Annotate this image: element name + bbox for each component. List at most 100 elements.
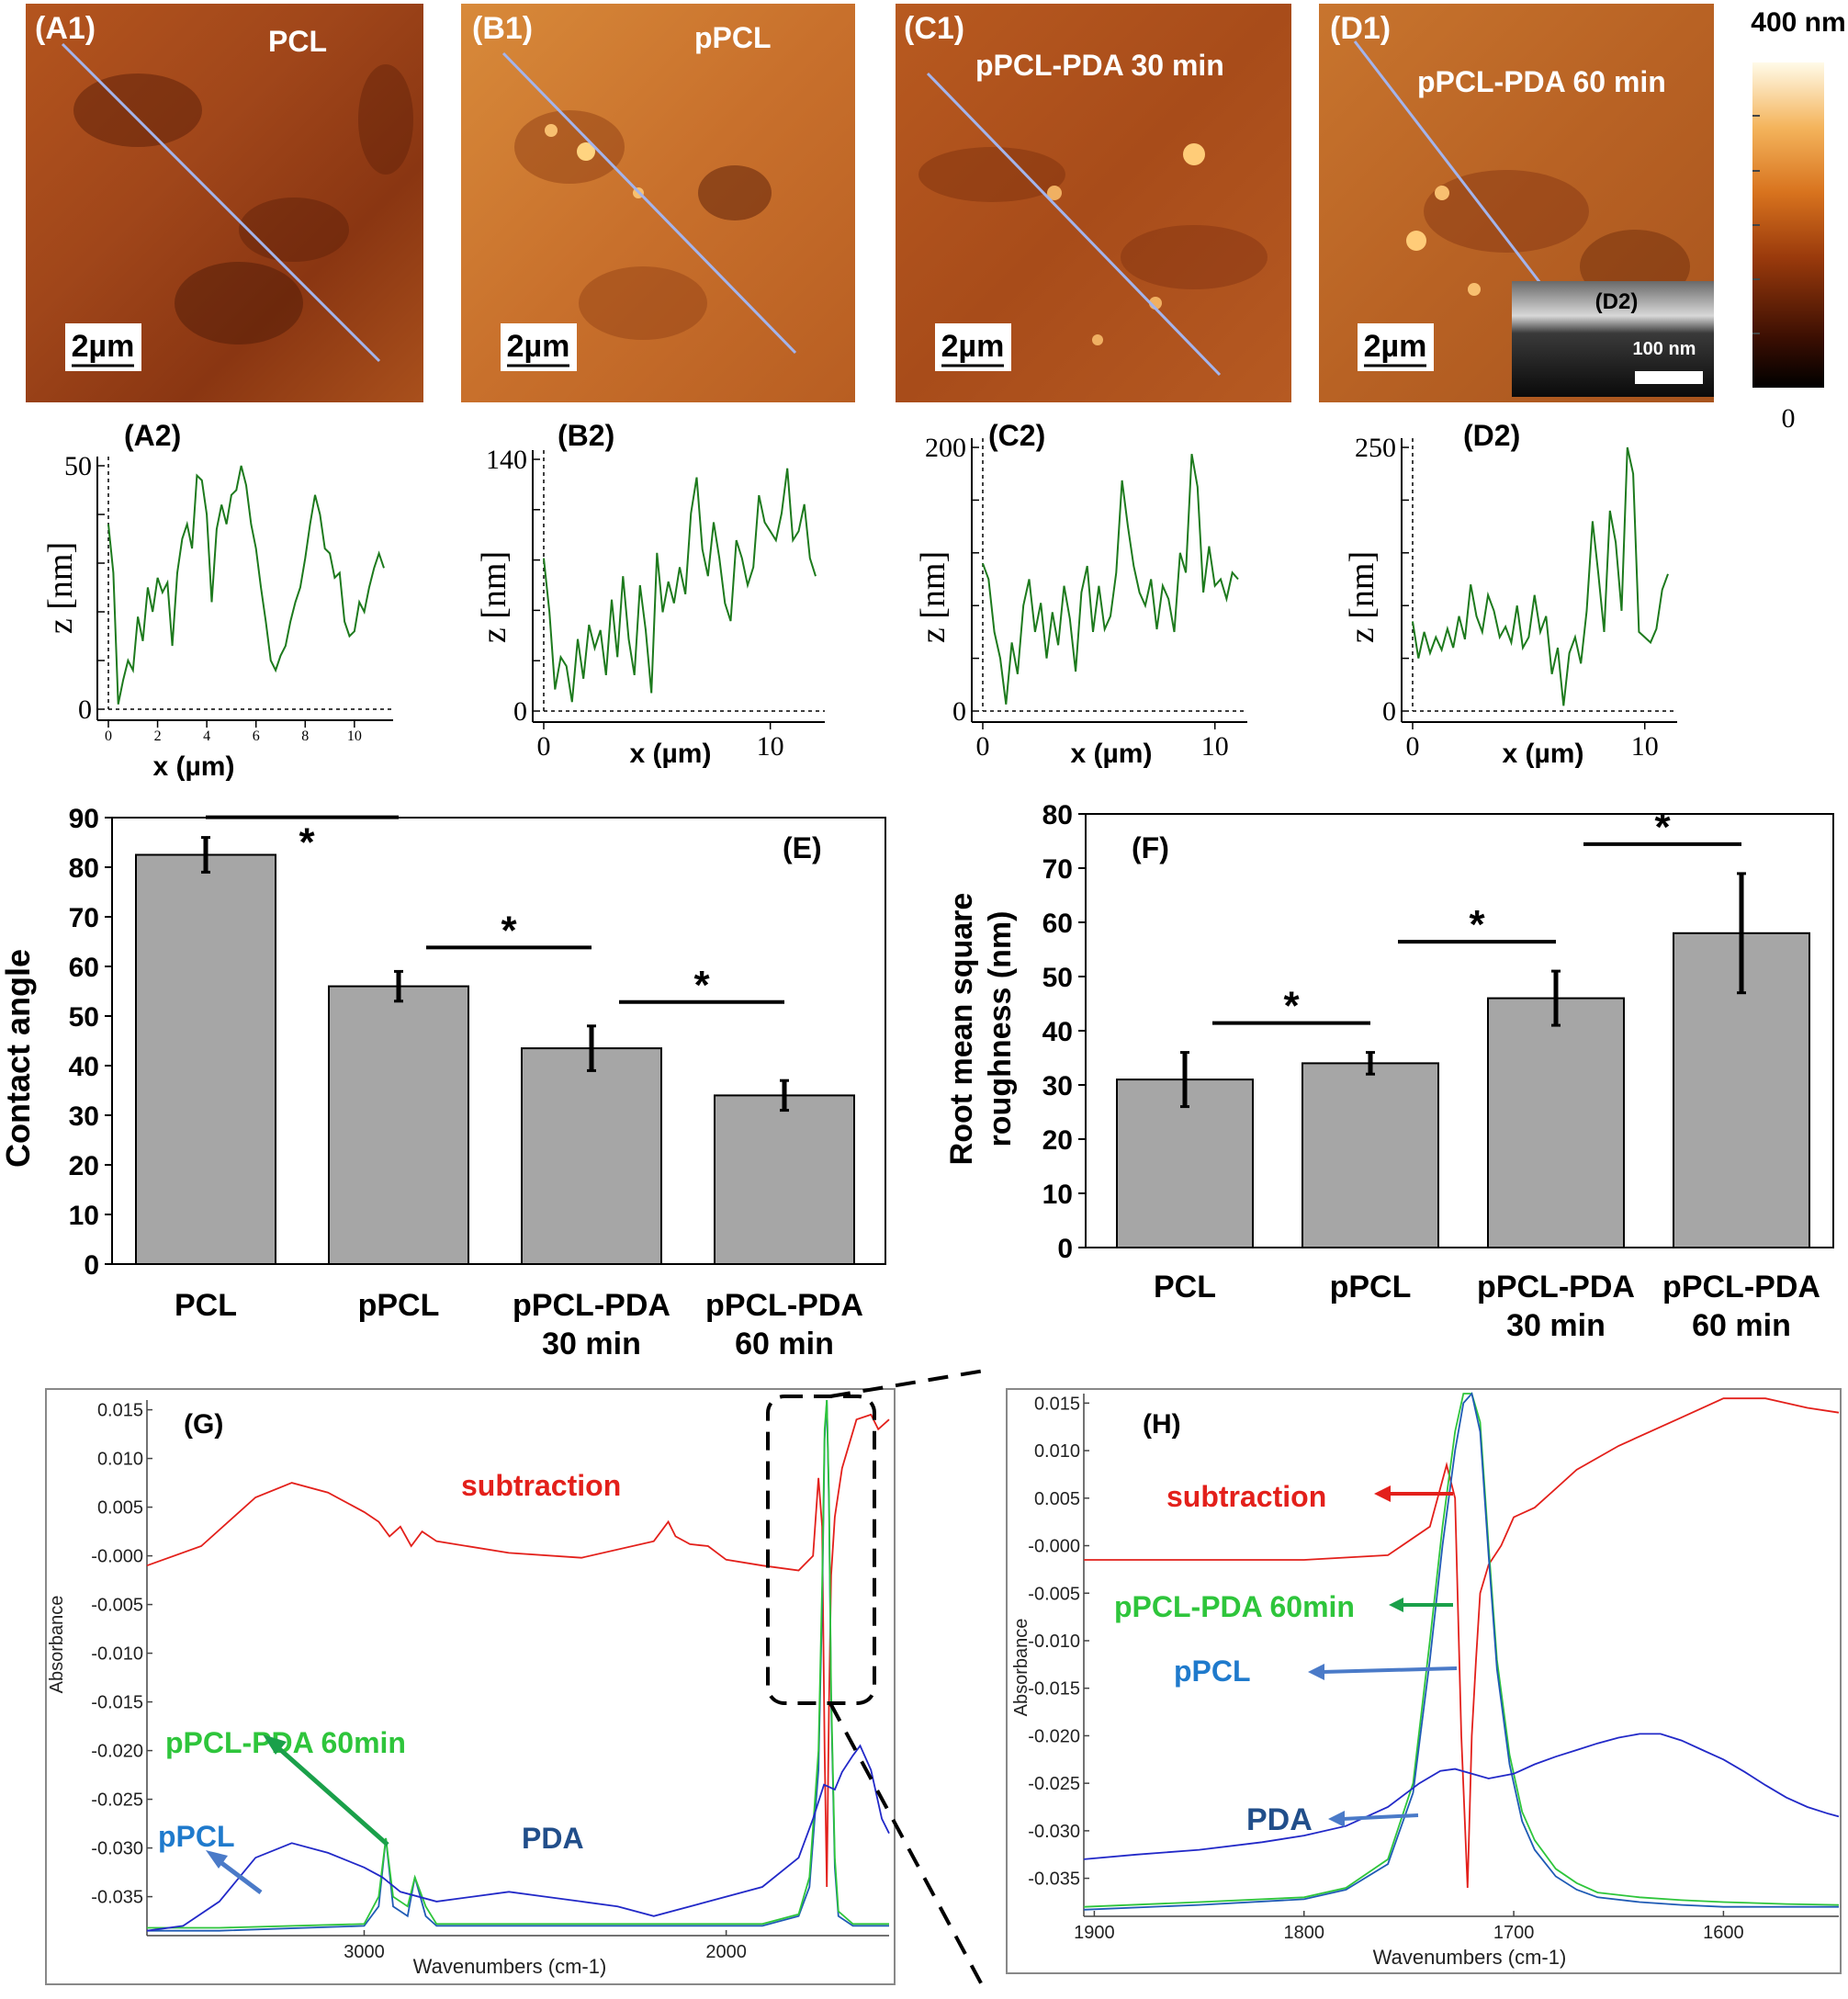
category-label: 30 min [542, 1327, 641, 1361]
annot-g-ppcl: pPCL [158, 1820, 235, 1853]
bar-e-2 [521, 1047, 662, 1265]
y-tick-label: 0.010 [1034, 1441, 1080, 1462]
colorbar: 400 nm 0 [1751, 7, 1845, 434]
y-tick-label: -0.035 [91, 1888, 143, 1908]
y-tick-label: 50 [69, 1002, 99, 1033]
chart-label-g: (G) [184, 1409, 223, 1440]
bar-e-0 [135, 853, 276, 1265]
x-axis-label-c2: x (µm) [1071, 739, 1153, 769]
bar-chart-f: 0 10 20 30 40 50 60 70 80 PCL pPCL pPCL-PDA 30 min pP… [944, 800, 1834, 1343]
y-tick-label: -0.030 [1028, 1822, 1080, 1842]
arrow-g-ppcl [215, 1858, 263, 1894]
y-tick-label: 20 [69, 1151, 99, 1181]
y-tick-label: -0.005 [91, 1596, 143, 1616]
y-tick-label: 60 [69, 953, 99, 983]
chart-label-e: (E) [783, 831, 822, 864]
profile-line-a2 [107, 465, 385, 705]
panel-title-a1: PCL [268, 25, 327, 58]
y-tick-label: 30 [1042, 1071, 1073, 1101]
y-axis-label-f-line2: roughness (nm) [983, 911, 1018, 1147]
y-tick-label: -0.015 [1028, 1679, 1080, 1700]
spectrum-ppcl-pda-60min [147, 1399, 889, 1929]
x-tick-label: 10 [347, 728, 362, 744]
x-tick-label: 0 [537, 731, 551, 762]
profile-line-d2 [1412, 446, 1669, 706]
profile-a2: 0 50 0 2 4 6 8 10 (A2) x (µm) z [nm] [41, 419, 393, 782]
chart-label-b2: (B2) [558, 419, 614, 452]
x-tick-label: 1600 [1703, 1923, 1744, 1943]
x-tick-label: 2000 [705, 1942, 747, 1962]
annot-h-ppcl: pPCL [1174, 1655, 1251, 1688]
plot-area-h: 0.015 0.010 0.005 -0.000 -0.005 -0.010 -0.015 -… [1028, 1392, 1840, 1943]
x-tick-label: 0 [105, 728, 112, 744]
y-tick-label: -0.015 [91, 1693, 143, 1713]
spectrum-ppcl [1083, 1392, 1839, 1911]
category-label: PCL [1154, 1270, 1216, 1304]
scale-label-a1: 2µm [72, 329, 135, 364]
colorbar-max-label: 400 nm [1751, 7, 1845, 38]
profile-line-b2 [543, 468, 817, 703]
bar-f-2 [1487, 997, 1625, 1248]
y-tick-label: 0.005 [1034, 1489, 1080, 1509]
y-tick-label: 0.015 [97, 1401, 143, 1421]
profile-line-c2 [982, 454, 1239, 705]
ftir-chart-g: 0.015 0.010 0.005 -0.000 -0.005 -0.010 -0.015 -… [45, 1388, 896, 1985]
y-tick-label: -0.020 [91, 1742, 143, 1762]
arrow-g-ppcl-pda [274, 1744, 389, 1847]
y-tick-label: 80 [1042, 800, 1073, 830]
category-label: pPCL [1330, 1270, 1412, 1304]
y-tick-label: 60 [1042, 909, 1073, 939]
scale-label-b1: 2µm [507, 329, 570, 364]
plot-area-f: 0 10 20 30 40 50 60 70 80 PCL pPCL pPCL-PDA 30 min pP… [1042, 800, 1834, 1343]
ftir-chart-h: 0.015 0.010 0.005 -0.000 -0.005 -0.010 -0.015 -… [1006, 1388, 1842, 1974]
y-tick-label: 10 [69, 1201, 99, 1231]
y-tick-label: 0 [513, 696, 527, 727]
category-label: 60 min [1692, 1308, 1791, 1343]
chart-label-a2: (A2) [124, 419, 181, 452]
category-label: pPCL-PDA [513, 1288, 670, 1323]
y-axis-label-b2: z [nm] [475, 551, 513, 643]
x-tick-label: 3000 [344, 1942, 385, 1962]
y-tick-label: 140 [486, 445, 527, 475]
y-tick-label: 0 [952, 696, 966, 727]
x-tick-label: 1900 [1074, 1923, 1115, 1943]
y-tick-label: 0 [78, 695, 92, 725]
annot-h-pda: PDA [1246, 1802, 1313, 1837]
y-axis-label-h: Absorbance [1011, 1619, 1031, 1717]
afm-image-a1: 2µm (A1) PCL [26, 4, 423, 402]
y-tick-label: 80 [69, 853, 99, 884]
profile-d2: 0 250 0 10 (D2) x (µm) z [nm] [1343, 419, 1677, 769]
sem-inset-label: (D2) [1595, 289, 1639, 314]
x-tick-label: 4 [203, 728, 210, 744]
x-tick-label: 0 [1406, 731, 1420, 762]
x-axis-label-a2: x (µm) [153, 751, 235, 782]
x-tick-label: 1800 [1284, 1923, 1325, 1943]
annot-h-subtraction: subtraction [1166, 1480, 1326, 1513]
y-tick-label: -0.010 [1028, 1632, 1080, 1652]
panel-label-b1: (B1) [472, 11, 533, 46]
profile-c2: 0 200 0 10 (C2) x (µm) z [nm] [914, 419, 1247, 769]
category-label: pPCL [358, 1288, 440, 1323]
chart-label-f: (F) [1132, 831, 1169, 864]
y-tick-label: -0.020 [1028, 1726, 1080, 1746]
x-tick-label: 0 [976, 731, 990, 762]
y-tick-label: -0.030 [91, 1839, 143, 1859]
y-tick-label: 70 [69, 903, 99, 933]
bar-f-1 [1301, 1062, 1439, 1249]
y-tick-label: -0.010 [91, 1644, 143, 1665]
significance-star: * [1654, 805, 1671, 850]
category-label: pPCL-PDA [1662, 1270, 1820, 1304]
afm-image-c1: 2µm (C1) pPCL-PDA 30 min [896, 4, 1291, 402]
y-tick-label: 30 [69, 1101, 99, 1132]
panel-title-c1: pPCL-PDA 30 min [975, 49, 1224, 82]
significance-star: * [1283, 984, 1300, 1029]
chart-label-c2: (C2) [988, 419, 1045, 452]
plot-area-d2: 0 250 0 10 [1355, 433, 1677, 762]
scale-label-c1: 2µm [941, 329, 1005, 364]
category-label: pPCL-PDA [705, 1288, 863, 1323]
y-tick-label: 0 [1382, 696, 1396, 727]
plot-frame-e [111, 817, 886, 1265]
bar-e-3 [714, 1094, 855, 1266]
y-tick-label: 0.010 [97, 1450, 143, 1470]
